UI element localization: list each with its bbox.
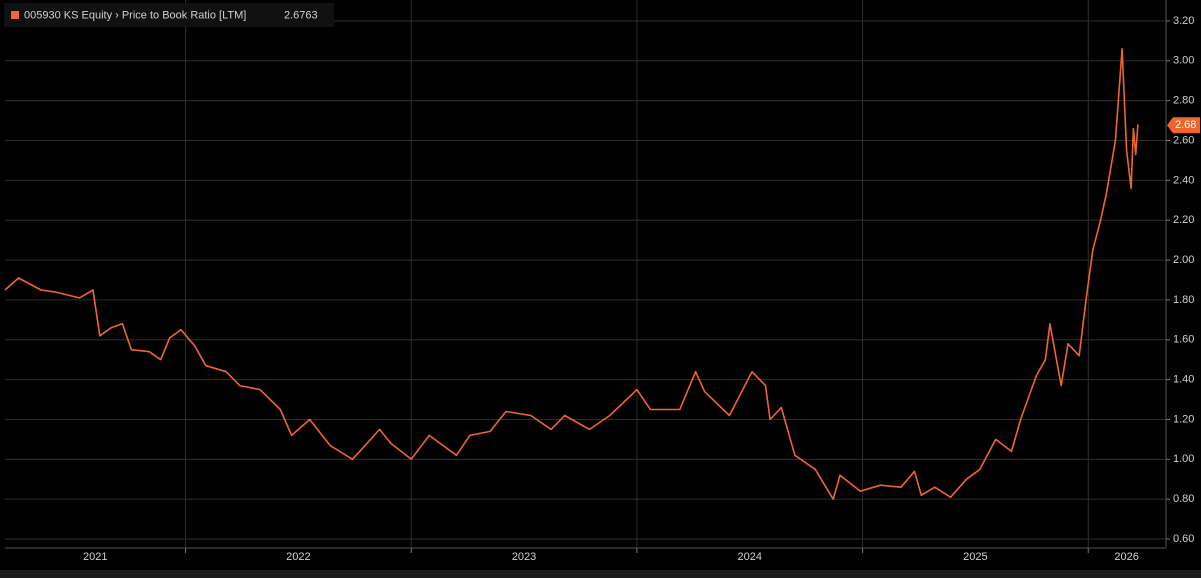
y-tick-label: 2.40 [1173,174,1194,186]
y-tick-label: 1.80 [1173,294,1194,306]
y-tick-label: 2.60 [1173,134,1194,146]
y-tick-label: 2.00 [1173,254,1194,266]
x-tick-label: 2025 [963,551,987,563]
y-tick-label: 1.20 [1173,413,1194,425]
y-tick-label: 2.80 [1173,95,1194,107]
legend-box [4,3,334,27]
bottom-bar [0,570,1201,578]
y-tick-label: 3.20 [1173,15,1194,27]
x-tick-label: 2023 [512,551,536,563]
x-tick-label: 2022 [286,551,310,563]
last-value-label: 2.68 [1175,119,1196,131]
series-line [4,48,1139,500]
y-tick-label: 3.00 [1173,55,1194,67]
legend-swatch [11,11,19,19]
legend-label: 005930 KS Equity › Price to Book Ratio [… [24,9,246,21]
y-tick-label: 1.00 [1173,453,1194,465]
last-value-badge [1167,117,1200,134]
y-tick-label: 0.60 [1173,533,1194,545]
x-tick-label: 2024 [738,551,762,563]
y-tick-label: 1.40 [1173,374,1194,386]
y-tick-label: 2.20 [1173,214,1194,226]
x-tick-label: 2021 [83,551,107,563]
y-tick-label: 1.60 [1173,334,1194,346]
legend-last-value: 2.6763 [284,9,318,21]
y-tick-label: 0.80 [1173,493,1194,505]
x-tick-label: 2026 [1114,551,1138,563]
